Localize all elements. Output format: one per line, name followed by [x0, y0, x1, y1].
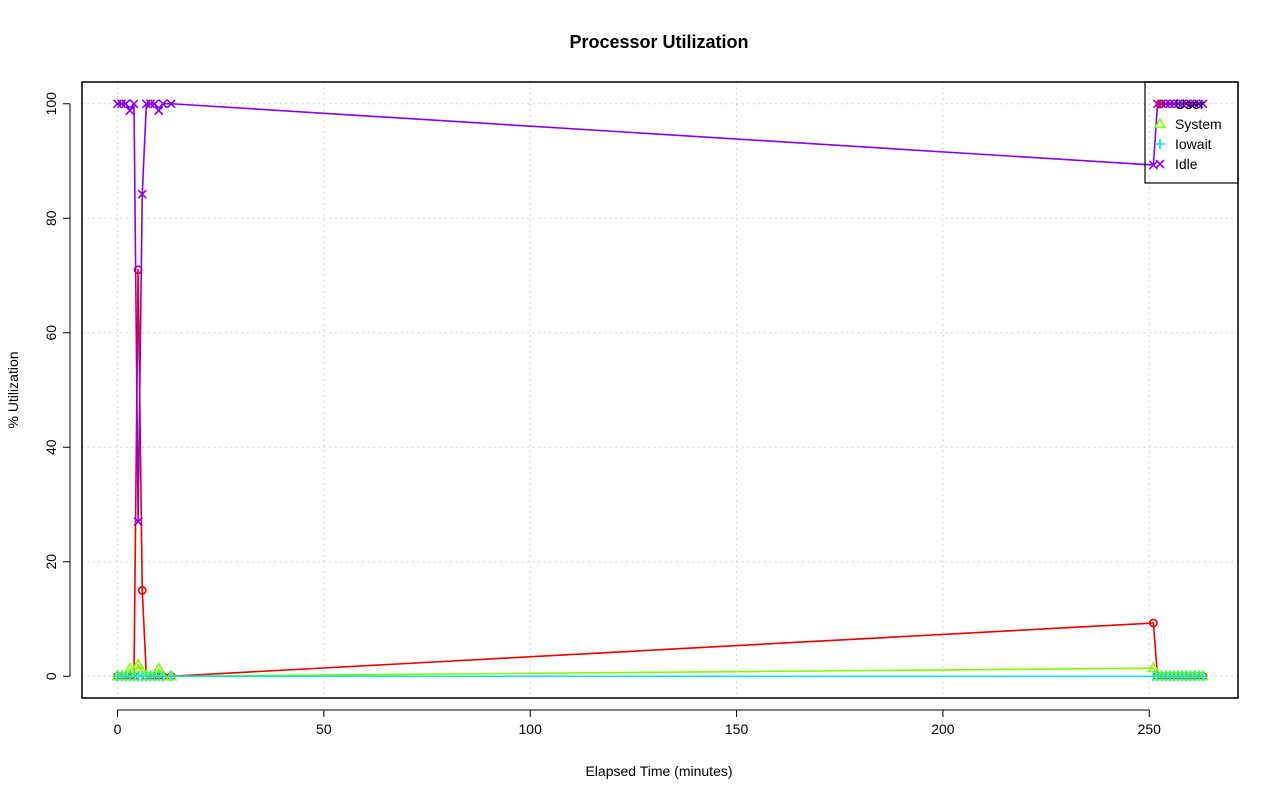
legend-marker-user — [1155, 99, 1165, 109]
point-iowait-12 — [166, 671, 177, 682]
point-idle-8 — [145, 99, 156, 109]
y-axis-label: % Utilization — [5, 351, 21, 428]
plot-frame — [81, 81, 1239, 699]
y-tick-label-3: 60 — [43, 325, 59, 341]
point-idle-5 — [133, 517, 143, 527]
legend-marker-system — [1153, 117, 1167, 129]
point-idle-21 — [1181, 99, 1191, 109]
point-idle-24 — [1194, 99, 1204, 109]
point-user-6 — [137, 585, 147, 595]
chart-title: Processor Utilization — [569, 32, 748, 52]
legend-marker-idle — [1155, 159, 1165, 169]
point-idle-6 — [137, 189, 147, 199]
point-idle-19 — [1173, 99, 1183, 109]
point-idle-10 — [154, 106, 164, 116]
point-idle-3 — [125, 106, 135, 116]
point-idle-7 — [141, 99, 151, 109]
point-idle-9 — [150, 99, 160, 109]
y-tick-label-5: 100 — [43, 92, 59, 116]
x-tick-label-4: 200 — [931, 721, 955, 737]
point-system-5 — [131, 657, 145, 669]
series-layer — [111, 99, 1210, 682]
x-tick-label-0: 0 — [114, 721, 122, 737]
legend: User System Iowait Idle — [1144, 81, 1239, 184]
point-idle-12 — [166, 99, 176, 109]
point-idle-17 — [1165, 99, 1175, 109]
x-tick-label-2: 100 — [519, 721, 543, 737]
legend-label-idle: Idle — [1175, 156, 1198, 172]
point-idle-23 — [1190, 99, 1200, 109]
x-tick-label-1: 50 — [316, 721, 332, 737]
x-axis: 0 50 100 150 200 250 — [114, 709, 1162, 737]
legend-label-user: User — [1175, 96, 1205, 112]
point-iowait-25 — [1197, 671, 1208, 682]
legend-box — [1144, 81, 1239, 184]
point-idle-22 — [1185, 99, 1196, 109]
y-tick-label-0: 0 — [43, 672, 59, 680]
x-axis-label: Elapsed Time (minutes) — [585, 763, 732, 779]
y-tick-label-4: 80 — [43, 210, 59, 226]
point-idle-18 — [1169, 99, 1179, 109]
y-tick-label-1: 20 — [43, 554, 59, 570]
point-user-13 — [1148, 618, 1158, 628]
legend-label-system: System — [1175, 116, 1222, 132]
grid — [82, 82, 1238, 698]
x-tick-label-3: 150 — [725, 721, 749, 737]
point-idle-20 — [1177, 99, 1187, 109]
point-idle-2 — [121, 99, 131, 109]
point-idle-4 — [129, 99, 139, 109]
series-line-user — [117, 268, 1203, 678]
series-idle — [112, 99, 1208, 527]
legend-label-iowait: Iowait — [1175, 136, 1212, 152]
series-line-idle — [117, 102, 1203, 523]
x-tick-label-5: 250 — [1138, 721, 1162, 737]
point-idle-11 — [158, 99, 168, 109]
legend-marker-iowait — [1155, 139, 1165, 149]
point-idle-0 — [112, 99, 123, 109]
point-idle-1 — [117, 99, 127, 109]
point-idle-25 — [1198, 99, 1208, 109]
series-iowait — [112, 671, 1208, 682]
y-axis: 0 20 40 60 80 100 — [43, 92, 71, 680]
series-user — [113, 265, 1208, 681]
y-tick-label-2: 40 — [43, 439, 59, 455]
